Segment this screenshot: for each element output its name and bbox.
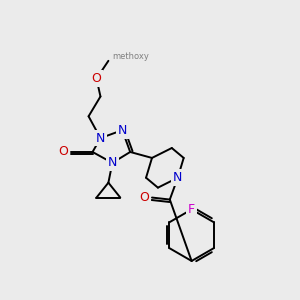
- Text: O: O: [58, 146, 68, 158]
- Text: N: N: [96, 132, 105, 145]
- Text: N: N: [118, 124, 127, 137]
- Text: N: N: [108, 156, 117, 170]
- Text: methoxy: methoxy: [112, 52, 149, 62]
- Text: F: F: [188, 203, 195, 216]
- Text: N: N: [173, 171, 182, 184]
- Text: O: O: [139, 191, 149, 204]
- Text: O: O: [92, 72, 101, 85]
